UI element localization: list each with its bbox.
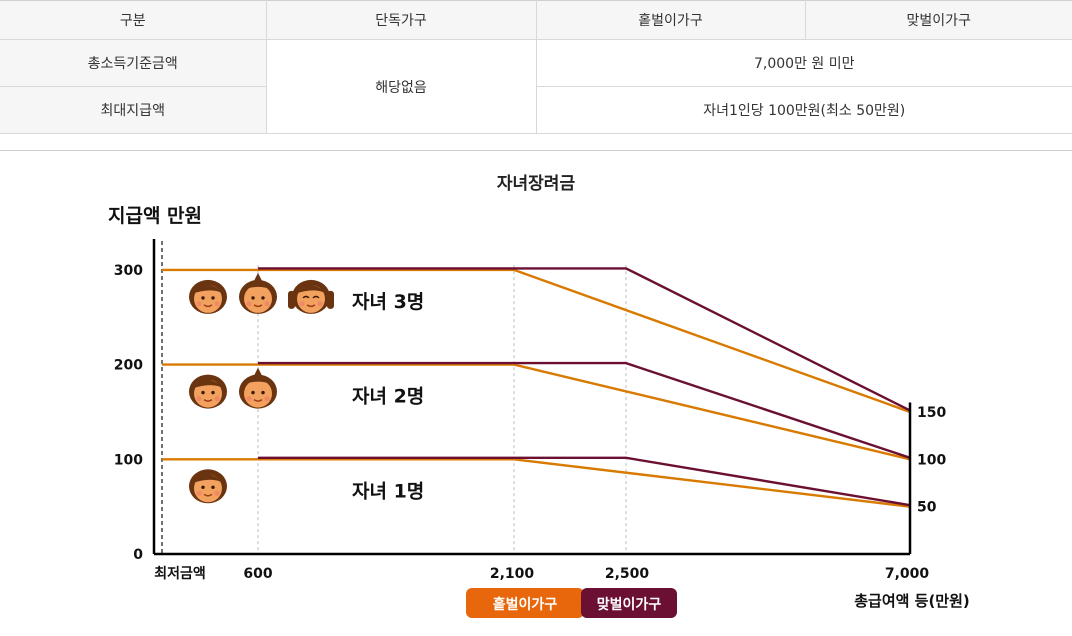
x-tick-label: 600: [243, 566, 272, 582]
single-earner-line: [162, 268, 911, 414]
dual-earner-line: [258, 456, 911, 507]
table-header-row: 구분 단독가구 홑벌이가구 맞벌이가구: [0, 0, 1072, 40]
header-single-earner: 홑벌이가구: [535, 0, 806, 40]
right-value-label: 150: [917, 405, 946, 421]
y-tick-label: 200: [114, 358, 143, 374]
x-tick-label: 7,000: [885, 566, 930, 582]
legend-label: 맞벌이가구: [597, 596, 662, 613]
dual-earner-line: [258, 267, 911, 412]
x-tick-label: 최저금액: [154, 565, 206, 582]
children-count-label: 자녀 2명: [352, 386, 424, 408]
x-tick-label: 2,100: [490, 566, 535, 582]
child-face-icon: [288, 279, 334, 314]
row-label-income: 총소득기준금액: [0, 39, 267, 87]
section-divider: [0, 150, 1072, 151]
single-earner-line: [162, 458, 911, 508]
single-earner-line: [162, 363, 911, 461]
y-tick-label: 0: [133, 547, 143, 563]
right-value-label: 100: [917, 452, 946, 468]
header-dual-earner: 맞벌이가구: [804, 0, 1072, 40]
y-axis-label: 지급액 만원: [108, 205, 202, 227]
income-threshold-cell: 7,000만 원 미만: [535, 39, 1072, 87]
max-payment-cell: 자녀1인당 100만원(최소 50만원): [535, 86, 1072, 134]
single-household-cell: 해당없음: [265, 39, 537, 134]
eligibility-table: 구분 단독가구 홑벌이가구 맞벌이가구 총소득기준금액 해당없음 7,000만 …: [0, 0, 1072, 134]
children-count-label: 자녀 3명: [352, 291, 424, 313]
child-face-icon: [189, 469, 227, 504]
children-count-label: 자녀 1명: [352, 480, 424, 502]
x-tick-label: 2,500: [605, 566, 650, 582]
child-face-icon: [239, 367, 277, 409]
child-face-icon: [239, 272, 277, 314]
y-tick-label: 300: [114, 263, 143, 279]
x-axis-label: 총급여액 등(만원): [854, 592, 970, 610]
header-single: 단독가구: [265, 0, 537, 40]
child-face-icon: [189, 279, 227, 314]
right-value-label: 50: [917, 500, 937, 516]
child-incentive-chart: 자녀장려금 지급액 만원 0 100 200 300 150 100 50 최저금액 600 2,…: [108, 174, 970, 618]
header-category: 구분: [0, 0, 267, 40]
child-face-icon: [189, 374, 227, 409]
table-row: 총소득기준금액 해당없음 7,000만 원 미만: [0, 39, 1072, 134]
y-tick-label: 100: [114, 452, 143, 468]
legend-label: 홑벌이가구: [493, 596, 558, 613]
row-label-max-payment: 최대지급액: [0, 86, 267, 134]
chart-title: 자녀장려금: [497, 174, 576, 194]
legend-dual-earner: 맞벌이가구: [581, 588, 677, 618]
table-row: 최대지급액 자녀1인당 100만원(최소 50만원): [0, 86, 1072, 134]
legend-single-earner: 홑벌이가구: [466, 588, 584, 618]
dual-earner-line: [258, 361, 911, 459]
